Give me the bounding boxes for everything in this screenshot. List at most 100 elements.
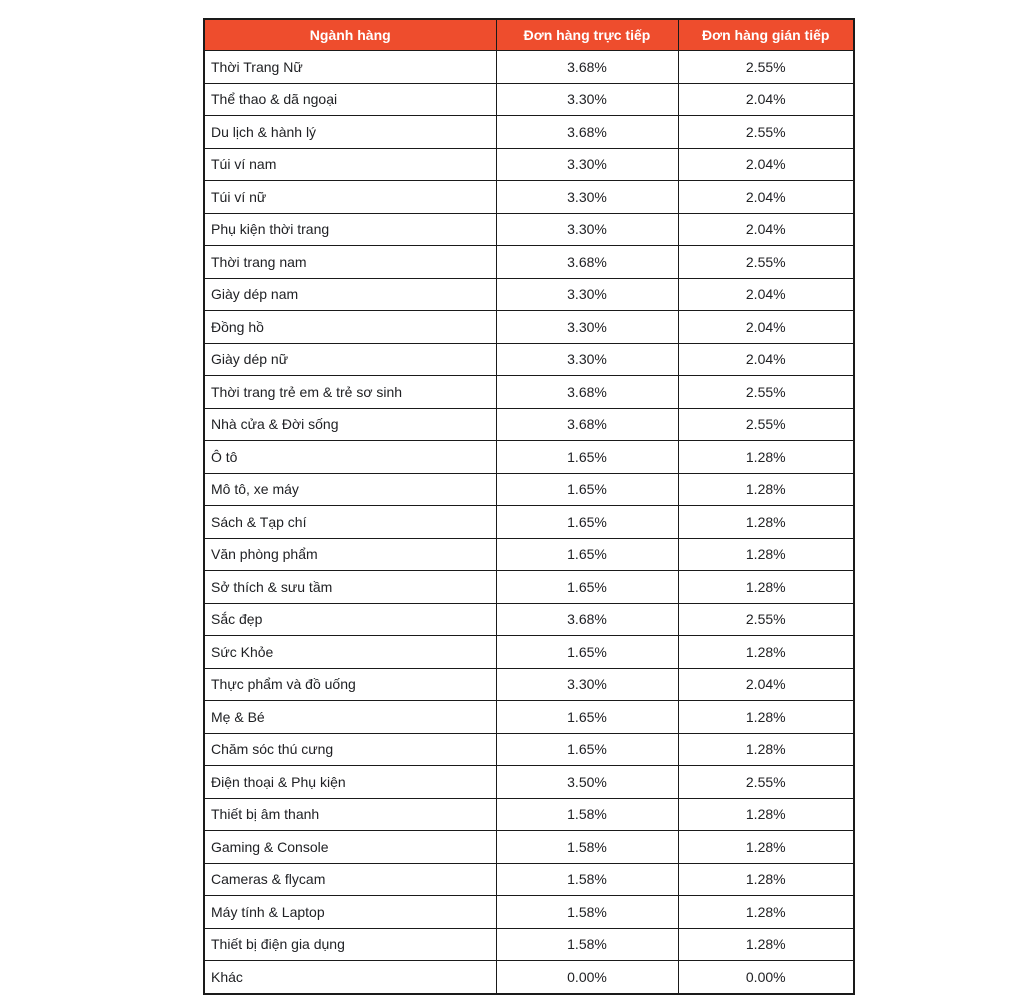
category-cell: Chăm sóc thú cưng bbox=[203, 732, 497, 766]
direct-rate-cell: 3.68% bbox=[495, 50, 679, 84]
table-row: Sách & Tạp chí 1.65% 1.28% bbox=[203, 505, 855, 539]
table-row: Mô tô, xe máy 1.65% 1.28% bbox=[203, 472, 855, 506]
table-row: Giày dép nam 3.30% 2.04% bbox=[203, 277, 855, 311]
indirect-rate-cell: 1.28% bbox=[677, 830, 855, 864]
category-cell: Văn phòng phẩm bbox=[203, 537, 497, 571]
category-cell: Khác bbox=[203, 960, 497, 994]
direct-rate-cell: 0.00% bbox=[495, 960, 679, 994]
direct-rate-cell: 1.58% bbox=[495, 797, 679, 831]
table-row: Gaming & Console 1.58% 1.28% bbox=[203, 830, 855, 864]
category-cell: Giày dép nam bbox=[203, 277, 497, 311]
table-row: Khác 0.00% 0.00% bbox=[203, 960, 855, 994]
table-row: Thời Trang Nữ 3.68% 2.55% bbox=[203, 50, 855, 84]
category-cell: Giày dép nữ bbox=[203, 342, 497, 376]
table-row: Sắc đẹp 3.68% 2.55% bbox=[203, 602, 855, 636]
indirect-rate-cell: 1.28% bbox=[677, 505, 855, 539]
category-cell: Cameras & flycam bbox=[203, 862, 497, 896]
indirect-rate-cell: 1.28% bbox=[677, 895, 855, 929]
table-row: Sức Khỏe 1.65% 1.28% bbox=[203, 635, 855, 669]
table-row: Thiết bị điện gia dụng 1.58% 1.28% bbox=[203, 927, 855, 961]
category-cell: Sở thích & sưu tầm bbox=[203, 570, 497, 604]
header-indirect-orders: Đơn hàng gián tiếp bbox=[677, 18, 855, 51]
table-row: Thiết bị âm thanh 1.58% 1.28% bbox=[203, 797, 855, 831]
table-row: Đồng hồ 3.30% 2.04% bbox=[203, 310, 855, 344]
table-row: Túi ví nam 3.30% 2.04% bbox=[203, 147, 855, 181]
indirect-rate-cell: 1.28% bbox=[677, 732, 855, 766]
category-cell: Mô tô, xe máy bbox=[203, 472, 497, 506]
table-row: Du lịch & hành lý 3.68% 2.55% bbox=[203, 115, 855, 149]
direct-rate-cell: 3.30% bbox=[495, 342, 679, 376]
table-row: Máy tính & Laptop 1.58% 1.28% bbox=[203, 895, 855, 929]
direct-rate-cell: 1.58% bbox=[495, 862, 679, 896]
direct-rate-cell: 1.58% bbox=[495, 895, 679, 929]
direct-rate-cell: 1.65% bbox=[495, 700, 679, 734]
category-cell: Thực phẩm và đồ uống bbox=[203, 667, 497, 701]
indirect-rate-cell: 2.04% bbox=[677, 180, 855, 214]
direct-rate-cell: 3.68% bbox=[495, 375, 679, 409]
category-cell: Du lịch & hành lý bbox=[203, 115, 497, 149]
category-cell: Sức Khỏe bbox=[203, 635, 497, 669]
table-row: Thời trang trẻ em & trẻ sơ sinh 3.68% 2.55… bbox=[203, 375, 855, 409]
category-cell: Đồng hồ bbox=[203, 310, 497, 344]
direct-rate-cell: 3.30% bbox=[495, 277, 679, 311]
indirect-rate-cell: 1.28% bbox=[677, 700, 855, 734]
indirect-rate-cell: 2.04% bbox=[677, 277, 855, 311]
table-row: Thời trang nam 3.68% 2.55% bbox=[203, 245, 855, 279]
table-row: Ô tô 1.65% 1.28% bbox=[203, 440, 855, 474]
direct-rate-cell: 3.30% bbox=[495, 212, 679, 246]
direct-rate-cell: 1.65% bbox=[495, 537, 679, 571]
category-cell: Máy tính & Laptop bbox=[203, 895, 497, 929]
table-row: Giày dép nữ 3.30% 2.04% bbox=[203, 342, 855, 376]
indirect-rate-cell: 1.28% bbox=[677, 472, 855, 506]
table-header: Ngành hàng Đơn hàng trực tiếp Đơn hàng g… bbox=[203, 18, 855, 51]
table-row: Chăm sóc thú cưng 1.65% 1.28% bbox=[203, 732, 855, 766]
direct-rate-cell: 3.30% bbox=[495, 667, 679, 701]
indirect-rate-cell: 1.28% bbox=[677, 440, 855, 474]
indirect-rate-cell: 1.28% bbox=[677, 797, 855, 831]
indirect-rate-cell: 1.28% bbox=[677, 570, 855, 604]
direct-rate-cell: 3.50% bbox=[495, 765, 679, 799]
indirect-rate-cell: 0.00% bbox=[677, 960, 855, 994]
indirect-rate-cell: 2.04% bbox=[677, 82, 855, 116]
indirect-rate-cell: 2.04% bbox=[677, 667, 855, 701]
table-row: Nhà cửa & Đời sống 3.68% 2.55% bbox=[203, 407, 855, 441]
direct-rate-cell: 1.65% bbox=[495, 505, 679, 539]
category-cell: Thời trang trẻ em & trẻ sơ sinh bbox=[203, 375, 497, 409]
category-cell: Thời Trang Nữ bbox=[203, 50, 497, 84]
table-body: Thời Trang Nữ 3.68% 2.55% Thể thao & dã ngo… bbox=[203, 50, 855, 994]
indirect-rate-cell: 2.55% bbox=[677, 115, 855, 149]
commission-rates-table: Ngành hàng Đơn hàng trực tiếp Đơn hàng g… bbox=[203, 18, 855, 995]
indirect-rate-cell: 2.55% bbox=[677, 765, 855, 799]
indirect-rate-cell: 1.28% bbox=[677, 635, 855, 669]
category-cell: Sắc đẹp bbox=[203, 602, 497, 636]
category-cell: Túi ví nữ bbox=[203, 180, 497, 214]
table-row: Điện thoại & Phụ kiện 3.50% 2.55% bbox=[203, 765, 855, 799]
table-row: Văn phòng phẩm 1.65% 1.28% bbox=[203, 537, 855, 571]
direct-rate-cell: 3.68% bbox=[495, 245, 679, 279]
direct-rate-cell: 1.65% bbox=[495, 440, 679, 474]
indirect-rate-cell: 2.55% bbox=[677, 375, 855, 409]
category-cell: Túi ví nam bbox=[203, 147, 497, 181]
category-cell: Điện thoại & Phụ kiện bbox=[203, 765, 497, 799]
indirect-rate-cell: 1.28% bbox=[677, 927, 855, 961]
table-row: Phụ kiện thời trang 3.30% 2.04% bbox=[203, 212, 855, 246]
category-cell: Thể thao & dã ngoại bbox=[203, 82, 497, 116]
table-row: Túi ví nữ 3.30% 2.04% bbox=[203, 180, 855, 214]
direct-rate-cell: 1.58% bbox=[495, 927, 679, 961]
indirect-rate-cell: 2.55% bbox=[677, 50, 855, 84]
indirect-rate-cell: 1.28% bbox=[677, 862, 855, 896]
direct-rate-cell: 1.65% bbox=[495, 472, 679, 506]
header-direct-orders: Đơn hàng trực tiếp bbox=[495, 18, 679, 51]
indirect-rate-cell: 1.28% bbox=[677, 537, 855, 571]
indirect-rate-cell: 2.04% bbox=[677, 342, 855, 376]
direct-rate-cell: 3.30% bbox=[495, 180, 679, 214]
indirect-rate-cell: 2.04% bbox=[677, 310, 855, 344]
indirect-rate-cell: 2.04% bbox=[677, 212, 855, 246]
category-cell: Ô tô bbox=[203, 440, 497, 474]
direct-rate-cell: 3.68% bbox=[495, 407, 679, 441]
direct-rate-cell: 1.65% bbox=[495, 570, 679, 604]
category-cell: Gaming & Console bbox=[203, 830, 497, 864]
header-row: Ngành hàng Đơn hàng trực tiếp Đơn hàng g… bbox=[203, 18, 855, 51]
direct-rate-cell: 3.68% bbox=[495, 115, 679, 149]
